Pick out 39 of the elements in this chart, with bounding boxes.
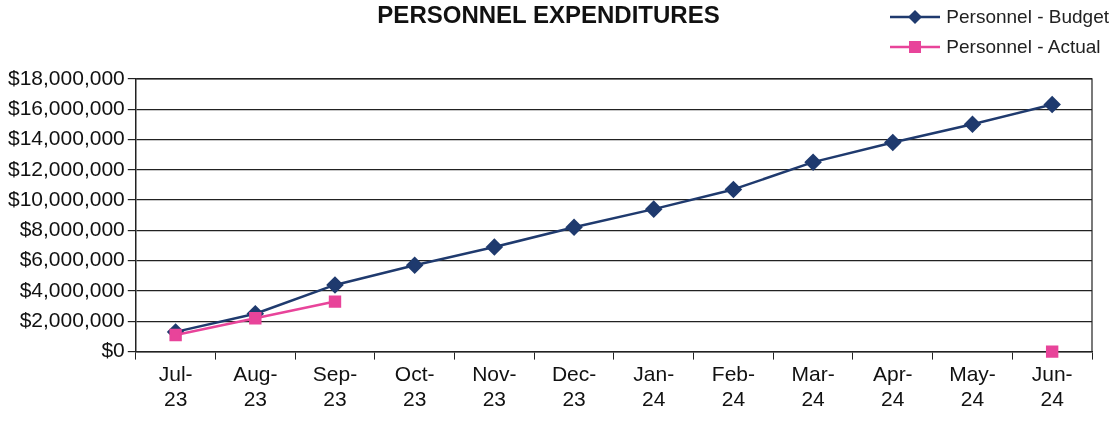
- point: [328, 295, 342, 308]
- y-tick-label: $10,000,000: [7, 186, 125, 210]
- point: [249, 312, 262, 325]
- x-tick-label: Jun-24: [1031, 362, 1073, 411]
- point: [725, 181, 742, 198]
- x-tick-label: May-24: [949, 362, 996, 411]
- x-tick-label: Aug-23: [233, 362, 278, 411]
- x-tick-label: Oct-23: [394, 362, 435, 411]
- x-tick-label: Jul-23: [158, 362, 193, 411]
- y-tick-label: $8,000,000: [19, 217, 125, 241]
- point: [406, 256, 423, 274]
- chart-title: PERSONNEL EXPENDITURES: [377, 1, 720, 29]
- y-tick-label: $6,000,000: [19, 247, 125, 271]
- point: [565, 219, 583, 236]
- y-tick-label: $4,000,000: [19, 277, 125, 301]
- x-tick-label: Apr-24: [872, 362, 913, 411]
- point: [1045, 345, 1059, 358]
- point: [1043, 96, 1061, 113]
- point: [645, 200, 662, 218]
- y-tick-label: $12,000,000: [7, 156, 125, 180]
- x-tick-label: Mar-24: [791, 362, 835, 411]
- point: [804, 153, 822, 171]
- point: [884, 134, 902, 151]
- legend-label: Personnel - Actual: [946, 36, 1101, 58]
- x-tick-label: Nov-23: [472, 362, 517, 411]
- y-tick-label: $14,000,000: [7, 126, 125, 150]
- point: [964, 116, 981, 133]
- x-tick-label: Jan-24: [633, 362, 675, 411]
- y-tick-label: $2,000,000: [19, 308, 125, 332]
- y-tick-label: $18,000,000: [7, 65, 125, 89]
- y-tick-label: $0: [101, 338, 125, 362]
- point: [486, 238, 503, 256]
- x-tick-label: Dec-23: [551, 362, 597, 411]
- x-tick-label: Feb-24: [711, 362, 756, 411]
- y-tick-label: $16,000,000: [7, 95, 125, 119]
- legend-label: Personnel - Budget: [946, 6, 1109, 28]
- point: [326, 276, 344, 294]
- point: [169, 328, 182, 342]
- x-tick-label: Sep-23: [312, 362, 358, 411]
